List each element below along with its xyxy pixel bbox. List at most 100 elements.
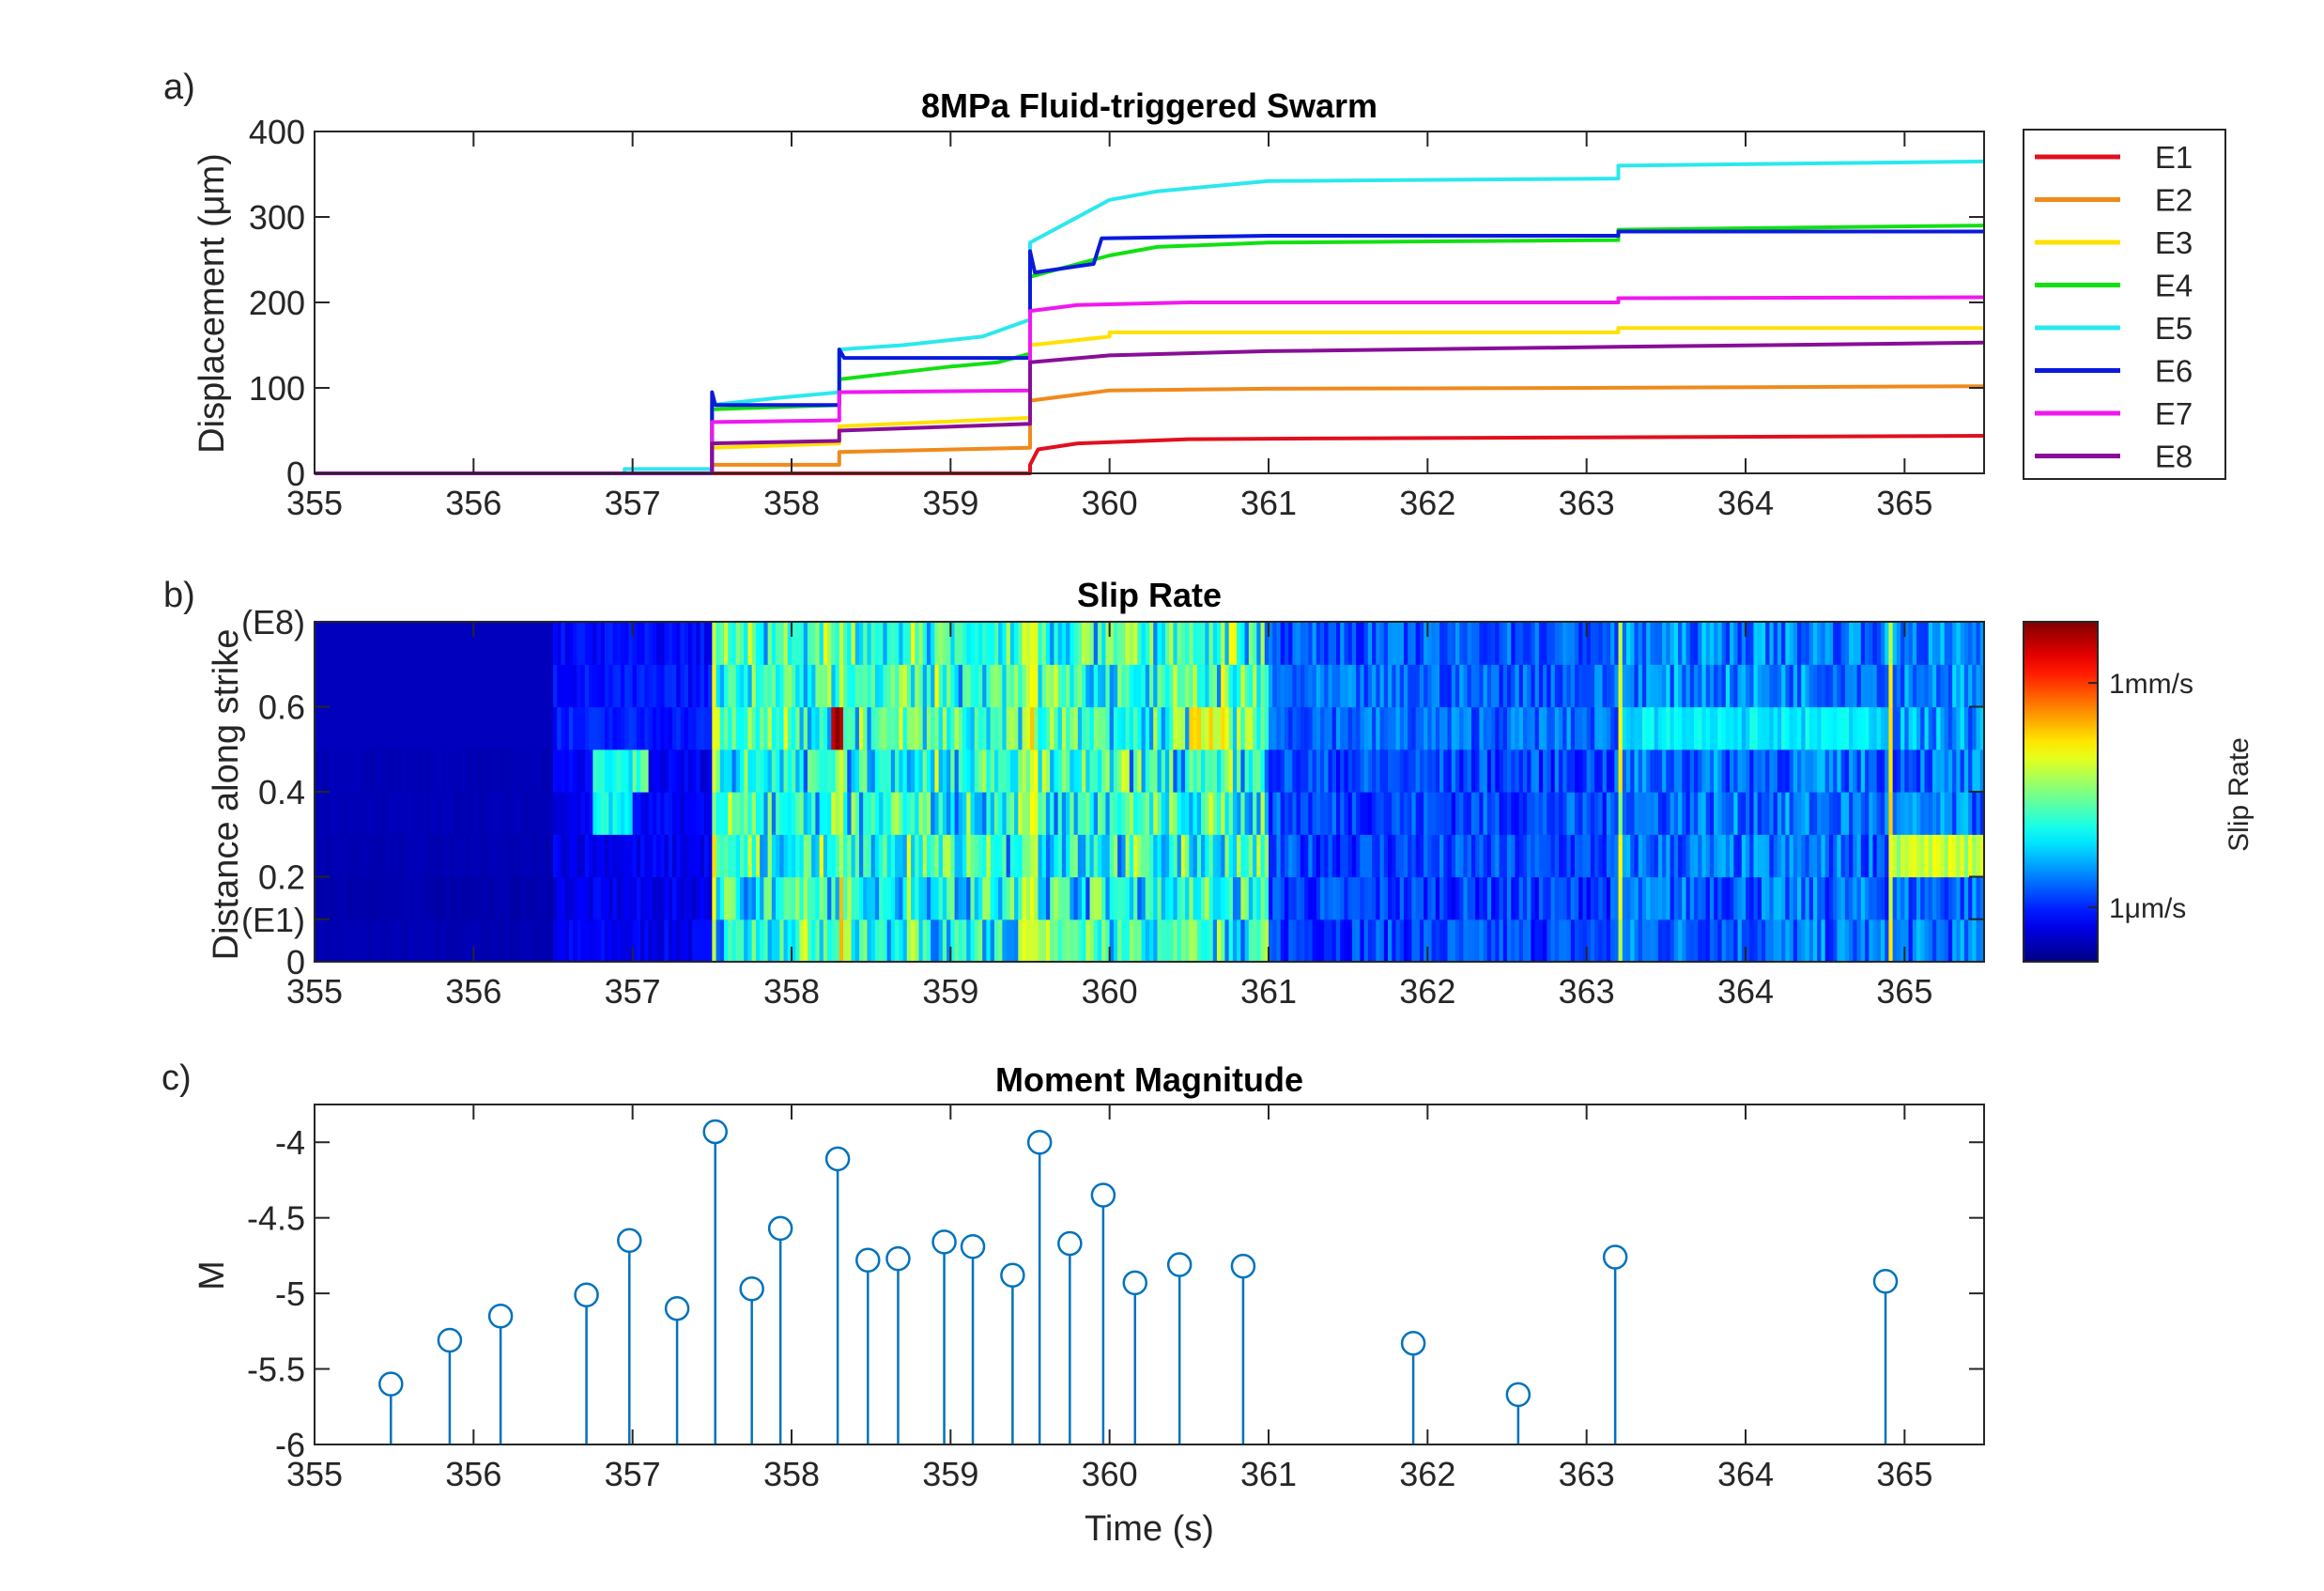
heatmap-cell — [1157, 876, 1162, 920]
heatmap-cell — [1216, 834, 1222, 878]
heatmap-cell — [1741, 792, 1747, 835]
heatmap-cell — [1117, 919, 1122, 963]
heatmap-cell — [1622, 706, 1627, 750]
heatmap-cell — [1547, 749, 1552, 793]
heatmap-cell — [687, 622, 693, 665]
heatmap-cell — [982, 664, 988, 708]
heatmap-cell — [1773, 749, 1778, 793]
heatmap-cell — [1892, 876, 1898, 920]
heatmap-cell — [393, 622, 399, 665]
heatmap-cell — [998, 876, 1003, 920]
heatmap-cell — [1547, 876, 1552, 920]
heatmap-cell — [1224, 622, 1230, 665]
heatmap-cell — [624, 749, 630, 793]
heatmap-cell — [911, 706, 916, 750]
heatmap-cell — [1025, 664, 1031, 708]
heatmap-cell — [998, 792, 1003, 835]
heatmap-cell — [596, 749, 602, 793]
heatmap-cell — [1077, 792, 1083, 835]
heatmap-cell — [612, 749, 618, 793]
heatmap-cell — [680, 622, 685, 665]
heatmap-cell — [1260, 664, 1266, 708]
heatmap-cell — [1522, 834, 1528, 878]
heatmap-cell — [390, 792, 395, 835]
heatmap-cell — [1924, 834, 1930, 878]
heatmap-cell — [1399, 876, 1405, 920]
heatmap-cell — [735, 834, 741, 878]
heatmap-cell — [1657, 919, 1663, 963]
heatmap-cell — [1022, 622, 1027, 665]
heatmap-cell — [1685, 876, 1691, 920]
heatmap-cell — [1185, 664, 1190, 708]
heatmap-cell — [1812, 664, 1818, 708]
heatmap-cell — [1574, 622, 1579, 665]
heatmap-cell — [485, 919, 490, 963]
heatmap-cell — [851, 622, 856, 665]
heatmap-cell — [1840, 876, 1846, 920]
heatmap-cell — [1849, 664, 1854, 708]
x-tick-label: 361 — [1240, 484, 1297, 522]
heatmap-cell — [1256, 622, 1262, 665]
heatmap-cell — [1753, 664, 1759, 708]
heatmap-cell — [687, 834, 693, 878]
heatmap-cell — [1034, 622, 1039, 665]
heatmap-cell — [1050, 706, 1054, 750]
heatmap-cell — [950, 664, 956, 708]
heatmap-cell — [776, 664, 780, 708]
heatmap-cell — [843, 876, 848, 920]
heatmap-cell — [1164, 622, 1170, 665]
heatmap-cell — [1486, 834, 1492, 878]
heatmap-cell — [954, 622, 960, 665]
heatmap-cell — [449, 919, 454, 963]
heatmap-cell — [1753, 834, 1759, 878]
heatmap-cell — [1133, 876, 1138, 920]
heatmap-cell — [1499, 706, 1504, 750]
heatmap-cell — [1224, 834, 1230, 878]
heatmap-cell — [1153, 876, 1159, 920]
heatmap-cell — [1403, 749, 1408, 793]
x-tick-label: 357 — [605, 1455, 661, 1493]
heatmap-cell — [489, 876, 495, 920]
heatmap-cell — [1618, 792, 1624, 835]
heatmap-cell — [1630, 664, 1636, 708]
heatmap-cell — [1590, 792, 1595, 835]
heatmap-cell — [1014, 749, 1019, 793]
heatmap-cell — [1717, 919, 1723, 963]
heatmap-cell — [612, 664, 618, 708]
heatmap-cell — [879, 876, 884, 920]
heatmap-cell — [429, 664, 435, 708]
heatmap-cell — [1097, 749, 1102, 793]
heatmap-cell — [1006, 876, 1011, 920]
heatmap-cell — [612, 919, 618, 963]
heatmap-cell — [632, 876, 638, 920]
heatmap-cell — [1383, 834, 1389, 878]
heatmap-cell — [1916, 622, 1921, 665]
heatmap-cell — [1746, 664, 1750, 708]
heatmap-cell — [1383, 622, 1389, 665]
heatmap-cell — [1630, 749, 1636, 793]
heatmap-cell — [315, 622, 319, 665]
heatmap-cell — [1554, 749, 1560, 793]
heatmap-cell — [1622, 834, 1627, 878]
heatmap-cell — [890, 664, 896, 708]
heatmap-cell — [545, 622, 550, 665]
heatmap-cell — [541, 876, 546, 920]
heatmap-cell — [1952, 664, 1957, 708]
heatmap-cell — [1916, 919, 1921, 963]
heatmap-cell — [561, 706, 566, 750]
heatmap-cell — [1876, 749, 1882, 793]
heatmap-cell — [1547, 664, 1552, 708]
heatmap-cell — [1730, 706, 1734, 750]
heatmap-cell — [1411, 919, 1417, 963]
heatmap-cell — [843, 919, 848, 963]
heatmap-cell — [1892, 706, 1898, 750]
heatmap-cell — [660, 749, 666, 793]
heatmap-cell — [1757, 664, 1762, 708]
heatmap-cell — [1554, 706, 1560, 750]
heatmap-cell — [922, 792, 928, 835]
heatmap-cell — [1470, 876, 1476, 920]
heatmap-cell — [1253, 876, 1257, 920]
heatmap-cell — [616, 919, 622, 963]
heatmap-cell — [1180, 919, 1186, 963]
heatmap-cell — [1424, 664, 1428, 708]
